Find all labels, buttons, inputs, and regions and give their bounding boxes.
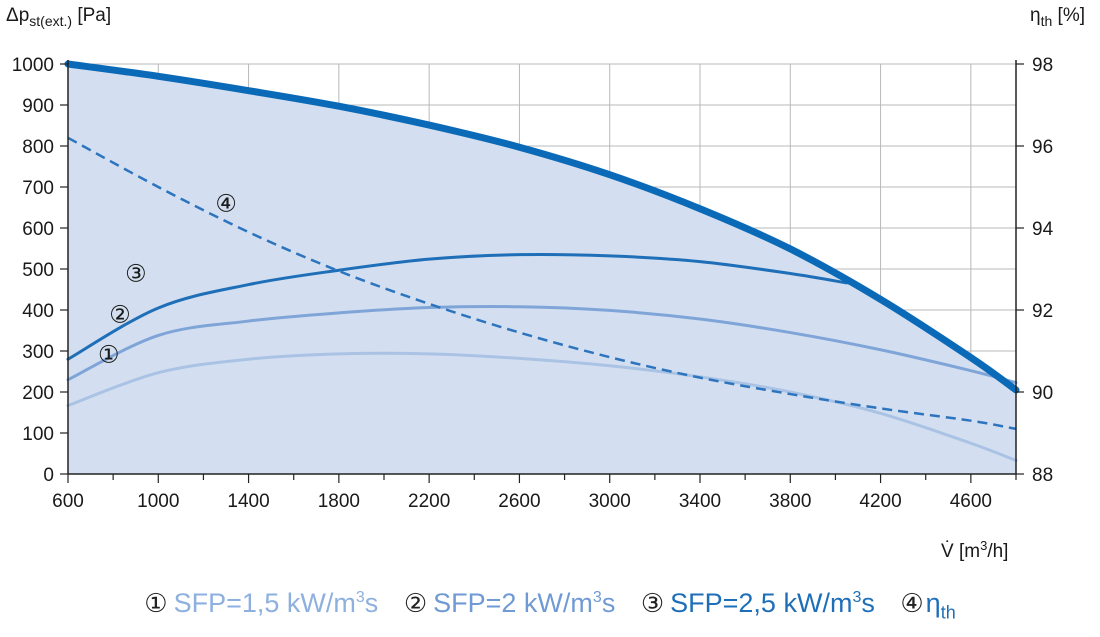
x-axis-title: V̇ [m3/h] [941, 538, 1008, 562]
x-tick-label: 2200 [408, 491, 450, 512]
tick-labels: 600 1000 1400 1800 2200 2600 3000 3400 3800 4200 4… [12, 55, 1054, 512]
y-right-tick-label: 90 [1032, 383, 1053, 404]
legend-label-4: ηth [925, 588, 956, 623]
legend-item-sfp-2: ② SFP=2 kW/m3s [404, 588, 623, 618]
y-right-tick-label: 98 [1032, 55, 1053, 76]
envelope-line [64, 60, 1020, 394]
y-right-tick-label: 92 [1032, 301, 1053, 322]
y-left-tick-label: 800 [22, 137, 54, 158]
curve-annotation-3: ③ [125, 260, 147, 287]
y-right-tick-label: 96 [1032, 137, 1053, 158]
y-left-tick-label: 600 [22, 219, 54, 240]
curve-annotation-4: ④ [215, 191, 237, 218]
legend-label-1: SFP=1,5 kW/m3s [173, 588, 379, 618]
legend-marker-2: ② [403, 588, 428, 618]
y-left-tick-label: 100 [22, 424, 54, 445]
x-tick-label: 3400 [679, 491, 721, 512]
y-left-tick-label: 900 [22, 96, 54, 117]
x-tick-label: 4600 [950, 491, 992, 512]
y-left-tick-label: 200 [22, 383, 54, 404]
x-tick-label: 3800 [769, 491, 811, 512]
y-right-tick-label: 88 [1032, 465, 1053, 486]
y-left-tick-label: 0 [43, 465, 54, 486]
series-line-2 [66, 304, 1018, 385]
x-tick-label: 1800 [318, 491, 360, 512]
y-axis-right-title: ηth [%] [1030, 5, 1085, 29]
x-tick-label: 600 [52, 491, 84, 512]
y-left-tick-label: 1000 [12, 55, 54, 76]
legend-marker-1: ① [144, 588, 168, 618]
legend-item-efficiency: ④ηth [900, 588, 956, 623]
curve-annotation-1: ① [98, 341, 120, 368]
legend-item-sfp-2-5: ③ SFP=2,5 kW/m3s [641, 588, 883, 618]
curve-annotations: ① ② ③ ④ [98, 191, 237, 369]
y-left-tick-label: 700 [22, 178, 54, 199]
x-tick-label: 1000 [137, 491, 179, 512]
legend-label-2: SFP=2 kW/m3s [433, 588, 616, 618]
x-tick-label: 4200 [859, 491, 901, 512]
series-line-3 [66, 252, 849, 361]
x-tick-label: 1400 [227, 491, 269, 512]
legend-marker-4: ④ [900, 588, 924, 618]
legend-label-3: SFP=2,5 kW/m3s [670, 588, 875, 618]
x-tick-label: 3000 [589, 491, 631, 512]
series-line-4 [67, 136, 1017, 431]
y-left-tick-label: 500 [22, 260, 54, 281]
legend-marker-3: ③ [640, 588, 665, 618]
legend: ① SFP=1,5 kW/m3s ② SFP=2 kW/m3s ③ SFP=2,5 k… [0, 588, 1100, 623]
legend-item-sfp-1-5: ① SFP=1,5 kW/m3s [144, 588, 386, 618]
x-tick-label: 2600 [498, 491, 540, 512]
envelope-area [68, 64, 1016, 474]
y-left-tick-label: 400 [22, 301, 54, 322]
series-line-1 [66, 351, 1018, 462]
envelope-fill [68, 64, 1016, 474]
axes [60, 60, 1024, 483]
curve-annotation-2: ② [109, 301, 131, 328]
y-axis-left-title: Δpst(ext.) [Pa] [6, 5, 111, 29]
series-lines [64, 60, 1020, 462]
y-right-tick-label: 94 [1032, 219, 1054, 240]
y-left-tick-label: 300 [22, 342, 54, 363]
